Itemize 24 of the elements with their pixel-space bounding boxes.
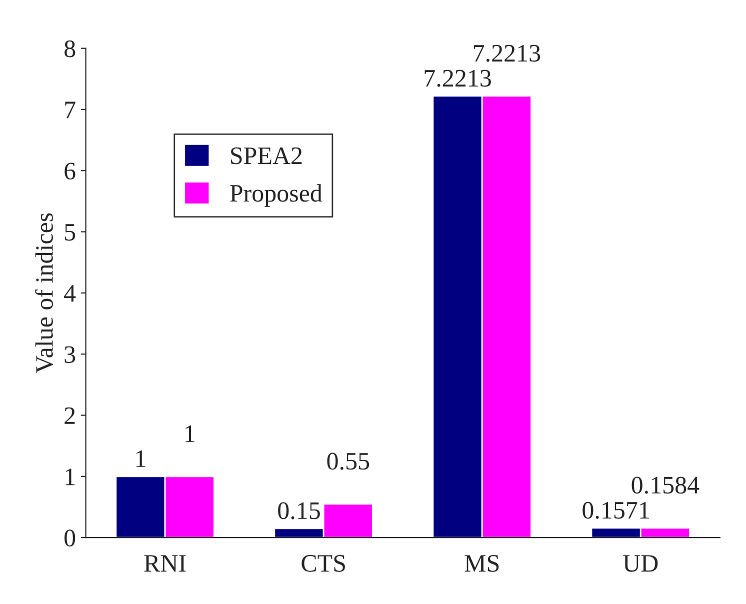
y-tick-label: 3: [64, 346, 76, 364]
y-tick-label: 0: [64, 530, 76, 546]
y-tick-label: 6: [64, 162, 76, 180]
x-tick-label: CTS: [302, 555, 345, 572]
y-tick-label: 8: [64, 40, 76, 58]
x-tick-label: UD: [623, 555, 658, 572]
y-axis-title: Value of indices: [35, 213, 54, 374]
data-label: 7.2213: [474, 44, 540, 62]
y-tick-label: 2: [64, 407, 75, 424]
x-tick-label: MS: [464, 555, 499, 572]
data-label: 0.1584: [632, 476, 700, 494]
data-label: 0.1571: [582, 502, 649, 519]
y-tick-label: 5: [65, 224, 76, 241]
data-label: 7.2213: [424, 70, 491, 87]
x-tick-label: RNI: [144, 555, 186, 572]
data-label: 1: [136, 450, 146, 467]
data-label: 0.15: [278, 502, 320, 520]
y-tick-label: 1: [66, 468, 75, 486]
legend-label: SPEA2: [231, 147, 302, 164]
legend-label: Proposed: [230, 184, 322, 207]
data-label: 1: [186, 425, 194, 442]
y-tick-label: 4: [64, 285, 76, 302]
y-tick-label: 7: [65, 102, 76, 118]
data-label: 0.55: [327, 452, 370, 470]
